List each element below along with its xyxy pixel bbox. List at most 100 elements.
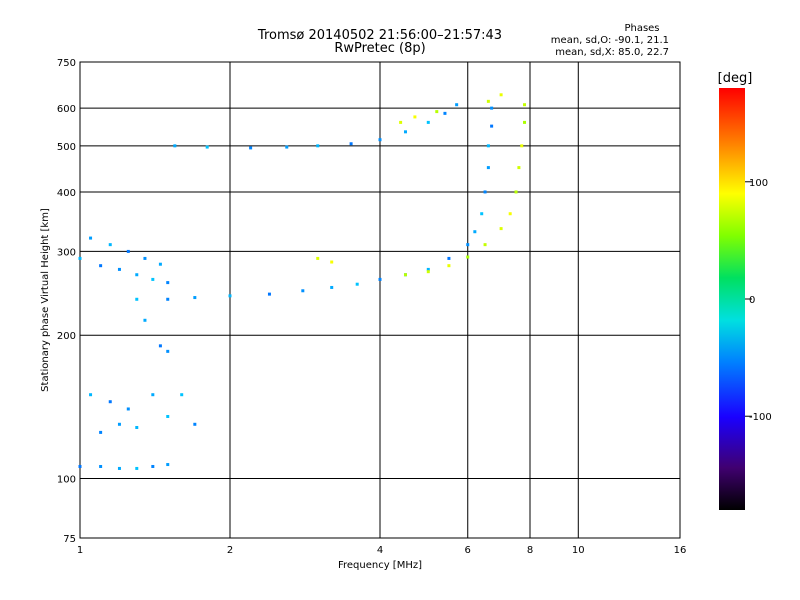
colorbar [719,88,745,510]
data-point-o-mode [166,281,170,285]
data-point-o-mode [166,349,170,353]
data-point-o-mode [78,464,82,468]
data-point-o-mode [89,393,93,397]
data-point-o-mode [135,273,139,277]
data-point-o-mode [426,120,430,124]
y-tick-label: 500 [57,142,76,153]
data-point-o-mode [443,111,447,115]
data-point-o-mode [158,262,162,266]
data-point-x-mode [508,212,512,216]
y-tick-label: 600 [57,104,76,115]
data-point-x-mode [486,99,490,103]
data-point-o-mode [99,264,103,268]
data-point-o-mode [151,393,155,397]
x-tick-label: 4 [377,545,383,556]
x-tick-label: 6 [465,545,471,556]
data-point-o-mode [99,464,103,468]
data-point-o-mode [126,407,130,411]
data-point-x-mode [520,144,524,148]
data-point-o-mode [173,144,177,148]
phase-x-stats: mean, sd,X: 85.0, 22.7 [555,47,669,58]
data-point-o-mode [473,230,477,234]
data-point-o-mode [117,466,121,470]
data-point-o-mode [135,425,139,429]
data-point-o-mode [143,256,147,260]
data-point-o-mode [78,256,82,260]
data-point-x-mode [523,120,527,124]
data-point-o-mode [126,249,130,253]
data-point-x-mode [514,190,518,194]
data-point-x-mode [499,93,503,97]
grid-lines [80,62,680,538]
data-point-o-mode [99,430,103,434]
data-point-o-mode [378,138,382,142]
colorbar-tick-label: 100 [749,178,768,189]
x-tick-label: 10 [572,545,585,556]
data-point-o-mode [267,292,271,296]
data-point-x-mode [499,227,503,231]
x-tick-label: 16 [674,545,687,556]
data-point-o-mode [205,145,209,149]
data-point-x-mode [399,120,403,124]
data-point-o-mode [135,466,139,470]
data-point-o-mode [349,142,353,146]
y-tick-label: 300 [57,247,76,258]
data-point-o-mode [151,277,155,281]
data-point-o-mode [426,267,430,271]
data-point-o-mode [135,297,139,301]
data-point-o-mode [193,422,197,426]
x-axis-ticks: 1 2 4 6 8 10 16 [77,545,687,556]
data-point-o-mode [108,243,112,247]
data-point-x-mode [330,260,334,264]
data-point-o-mode [180,393,184,397]
data-point-x-mode [403,273,407,277]
data-point-x-mode [466,255,470,259]
y-tick-label: 75 [63,534,76,545]
data-point-o-mode [89,236,93,240]
data-point-o-mode [316,144,320,148]
data-point-o-mode [158,344,162,348]
y-tick-label: 200 [57,331,76,342]
data-point-o-mode [117,267,121,271]
data-point-o-mode [301,289,305,293]
colorbar-tick-label: -100 [749,412,772,423]
data-point-o-mode [166,297,170,301]
colorbar-ticks: 100 0 -100 [745,178,772,423]
data-point-o-mode [108,400,112,404]
data-point-o-mode [403,130,407,134]
data-point-x-mode [316,256,320,260]
data-point-x-mode [413,115,417,119]
data-point-x-mode [447,264,451,268]
data-point-o-mode [447,256,451,260]
colorbar-tick-label: 0 [749,295,755,306]
data-point-o-mode [483,190,487,194]
data-point-o-mode [193,296,197,300]
phases-heading: Phases [624,23,659,34]
colorbar-label: [deg] [718,71,753,86]
data-point-o-mode [486,144,490,148]
data-point-o-mode [486,166,490,170]
data-point-o-mode [228,294,232,298]
data-point-o-mode [490,106,494,110]
data-points [78,93,527,470]
data-point-o-mode [355,282,359,286]
data-point-x-mode [523,103,527,107]
data-point-o-mode [378,277,382,281]
data-point-x-mode [435,110,439,114]
data-point-o-mode [480,212,484,216]
data-point-x-mode [483,243,487,247]
x-tick-label: 8 [527,545,533,556]
y-tick-label: 400 [57,188,76,199]
x-tick-label: 2 [227,545,233,556]
data-point-o-mode [490,124,494,128]
y-axis-ticks: 75 100 200 300 400 500 600 750 [57,58,76,545]
data-point-o-mode [117,422,121,426]
y-tick-label: 100 [57,475,76,486]
data-point-o-mode [143,318,147,322]
data-point-o-mode [330,285,334,289]
data-point-x-mode [426,270,430,274]
x-tick-label: 1 [77,545,83,556]
chart-title: Tromsø 20140502 21:56:00–21:57:43 [257,28,502,43]
y-tick-label: 750 [57,58,76,69]
